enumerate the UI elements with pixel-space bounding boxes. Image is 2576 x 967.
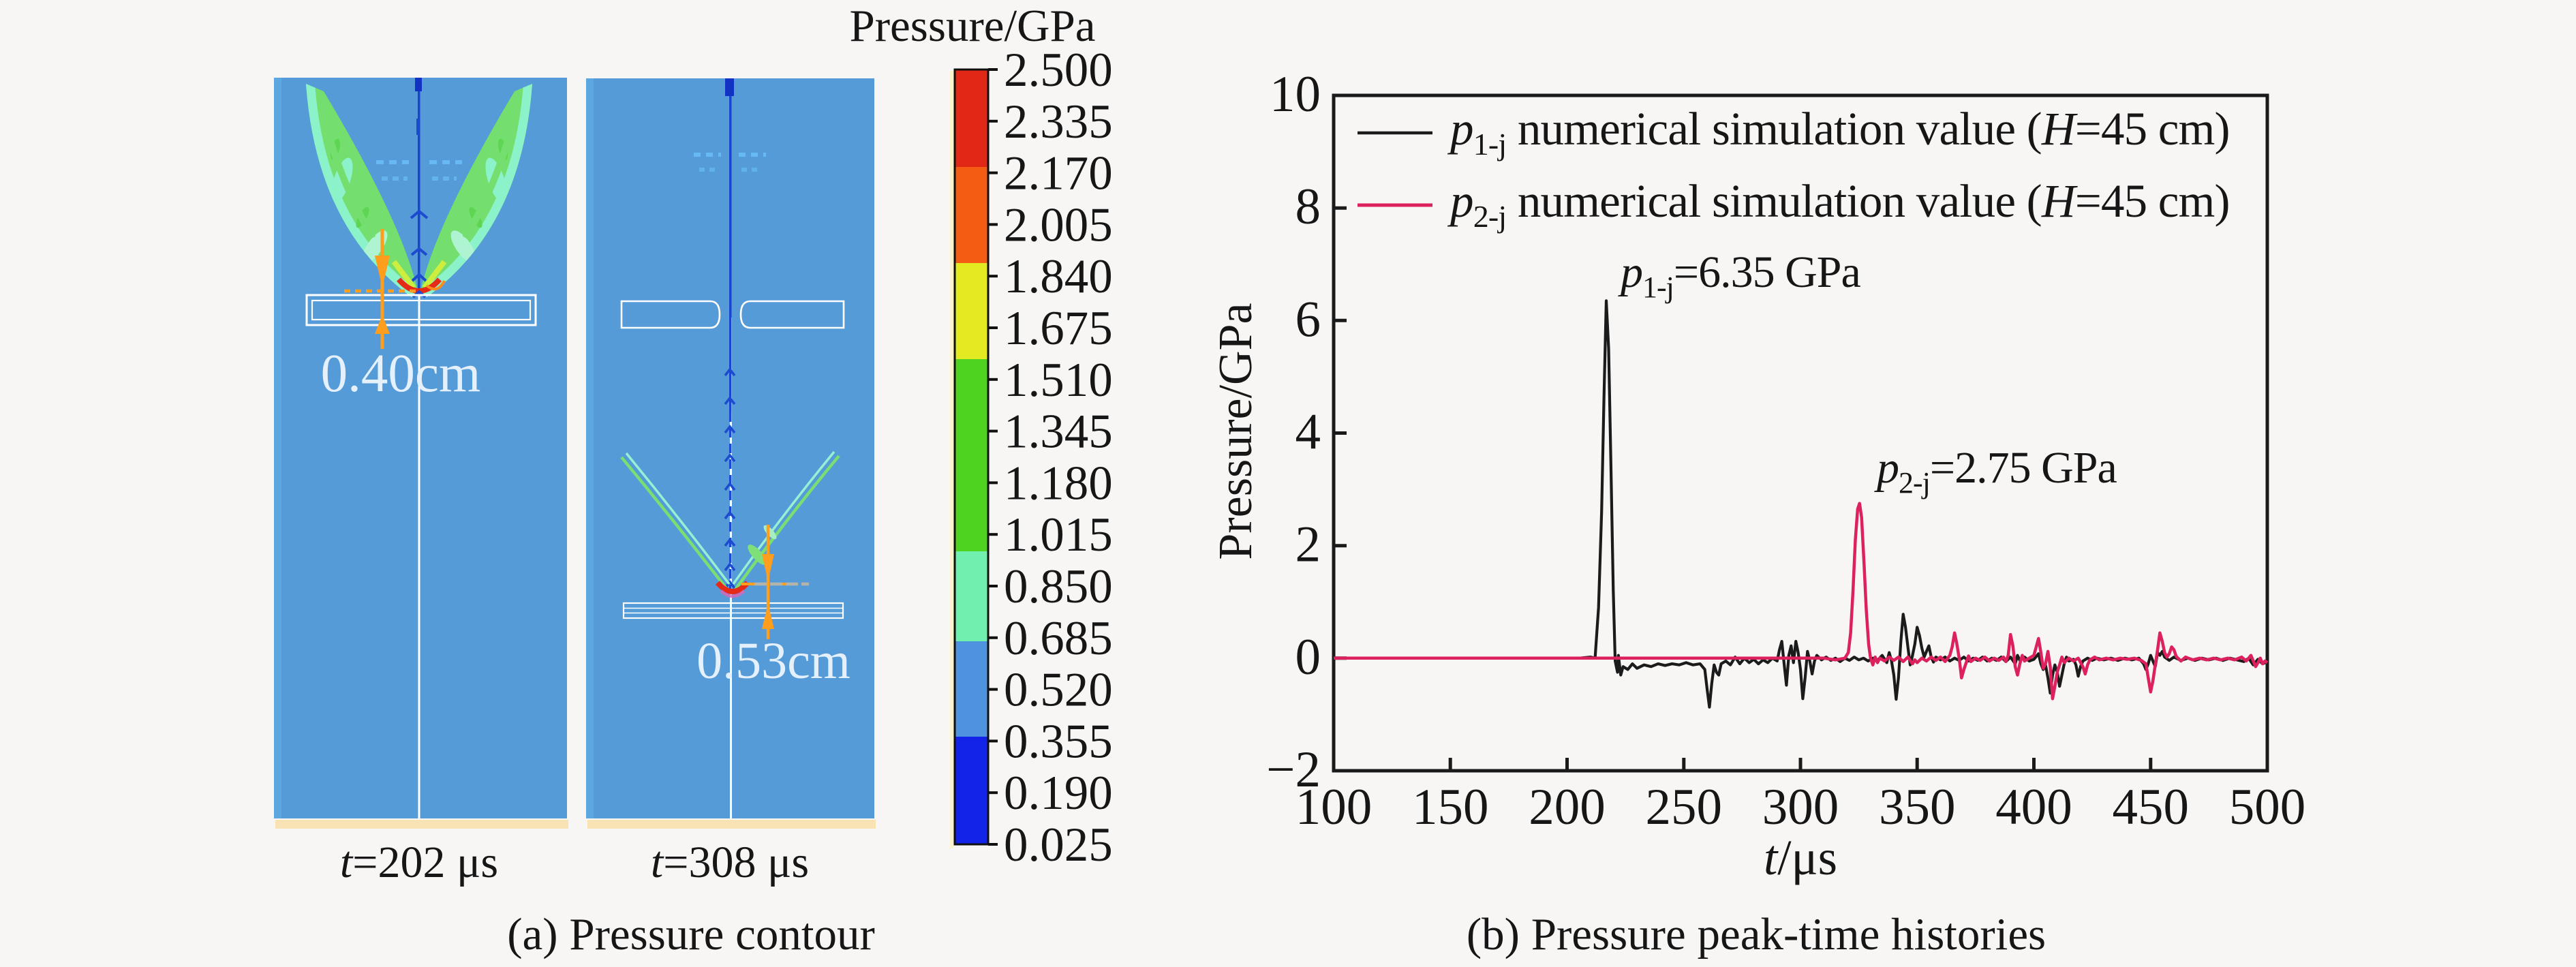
svg-text:1.180: 1.180 <box>1004 457 1113 510</box>
svg-text:200: 200 <box>1529 779 1606 835</box>
svg-text:350: 350 <box>1879 779 1956 835</box>
svg-text:p1-j numerical simulation valu: p1-j numerical simulation value (H=45 cm… <box>1447 103 2230 162</box>
svg-text:10: 10 <box>1270 66 1321 123</box>
svg-text:8: 8 <box>1295 179 1321 235</box>
svg-text:0.685: 0.685 <box>1004 612 1113 665</box>
svg-text:300: 300 <box>1762 779 1839 835</box>
svg-text:1.675: 1.675 <box>1004 302 1113 355</box>
svg-text:0.025: 0.025 <box>1004 818 1113 872</box>
svg-text:t/μs: t/μs <box>1764 830 1837 885</box>
svg-text:100: 100 <box>1295 779 1373 835</box>
svg-text:450: 450 <box>2113 779 2190 835</box>
svg-text:t=308 μs: t=308 μs <box>651 838 809 887</box>
svg-text:0.53cm: 0.53cm <box>696 632 850 690</box>
svg-text:(b) Pressure peak-time histori: (b) Pressure peak-time histories <box>1467 909 2046 960</box>
svg-text:2: 2 <box>1295 517 1321 573</box>
svg-text:0.355: 0.355 <box>1004 715 1113 768</box>
svg-text:150: 150 <box>1412 779 1489 835</box>
svg-text:500: 500 <box>2229 779 2306 835</box>
svg-text:0.850: 0.850 <box>1004 560 1113 613</box>
svg-text:250: 250 <box>1646 779 1723 835</box>
svg-text:Pressure/GPa: Pressure/GPa <box>849 1 1095 51</box>
svg-text:t=202 μs: t=202 μs <box>340 838 498 887</box>
svg-text:Pressure/GPa: Pressure/GPa <box>1210 303 1262 559</box>
svg-text:2.005: 2.005 <box>1004 198 1113 251</box>
svg-text:2.170: 2.170 <box>1004 147 1113 200</box>
svg-text:1.510: 1.510 <box>1004 354 1113 407</box>
svg-text:6: 6 <box>1295 291 1321 348</box>
svg-text:(a) Pressure contour: (a) Pressure contour <box>507 909 875 960</box>
svg-text:4: 4 <box>1295 404 1321 461</box>
svg-text:1.015: 1.015 <box>1004 508 1113 562</box>
svg-text:1.345: 1.345 <box>1004 405 1113 459</box>
svg-text:400: 400 <box>1995 779 2072 835</box>
svg-text:2.500: 2.500 <box>1004 44 1113 97</box>
svg-text:−2: −2 <box>1266 741 1321 798</box>
svg-text:p2-j=2.75 GPa: p2-j=2.75 GPa <box>1874 443 2117 500</box>
svg-text:0.190: 0.190 <box>1004 767 1113 820</box>
svg-text:0.40cm: 0.40cm <box>321 344 481 403</box>
svg-text:0.520: 0.520 <box>1004 664 1113 717</box>
svg-text:1.840: 1.840 <box>1004 250 1113 303</box>
svg-text:2.335: 2.335 <box>1004 95 1113 149</box>
svg-text:p1-j=6.35 GPa: p1-j=6.35 GPa <box>1618 247 1860 304</box>
svg-text:p2-j numerical simulation valu: p2-j numerical simulation value (H=45 cm… <box>1447 175 2230 234</box>
svg-text:0: 0 <box>1295 629 1321 686</box>
